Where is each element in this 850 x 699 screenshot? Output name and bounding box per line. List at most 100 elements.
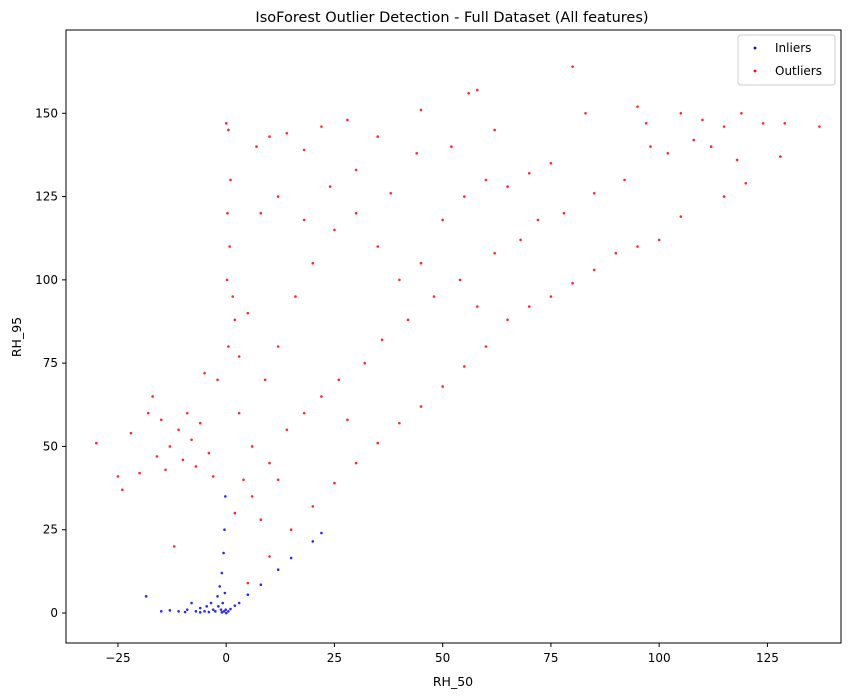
point-inliers xyxy=(320,531,323,535)
point-inliers xyxy=(216,595,219,598)
point-inliers xyxy=(259,583,263,586)
point-outliers xyxy=(484,178,488,182)
point-outliers xyxy=(229,178,232,182)
point-outliers xyxy=(259,211,263,215)
point-outliers xyxy=(493,128,496,132)
point-outliers xyxy=(246,581,250,585)
point-outliers xyxy=(227,128,230,132)
point-outliers xyxy=(263,378,267,382)
point-inliers xyxy=(207,610,211,614)
point-outliers xyxy=(527,171,531,175)
point-inliers xyxy=(224,495,227,498)
point-outliers xyxy=(164,468,167,472)
point-outliers xyxy=(592,191,596,195)
point-inliers xyxy=(217,605,220,608)
point-outliers xyxy=(250,495,254,498)
legend-marker-inliers xyxy=(753,46,757,50)
point-outliers xyxy=(246,311,250,315)
point-outliers xyxy=(268,135,271,138)
point-inliers xyxy=(223,528,226,532)
point-outliers xyxy=(406,318,410,322)
x-axis-label: RH_50 xyxy=(433,674,473,689)
point-inliers xyxy=(144,595,148,598)
point-outliers xyxy=(333,481,336,485)
x-tick-label: 100 xyxy=(648,651,671,665)
point-outliers xyxy=(228,245,231,248)
point-outliers xyxy=(463,195,466,198)
point-inliers xyxy=(220,611,224,614)
point-inliers xyxy=(222,610,226,613)
y-tick-label: 0 xyxy=(50,606,58,620)
point-inliers xyxy=(221,601,225,605)
point-inliers xyxy=(198,611,202,614)
legend-label-outliers: Outliers xyxy=(775,64,822,78)
point-outliers xyxy=(337,378,341,382)
point-outliers xyxy=(432,295,436,298)
legend-marker-outliers xyxy=(753,69,757,73)
point-outliers xyxy=(203,371,206,375)
point-outliers xyxy=(95,441,98,445)
point-outliers xyxy=(722,195,726,198)
point-inliers xyxy=(214,610,217,613)
point-outliers xyxy=(346,418,349,422)
point-outliers xyxy=(302,148,306,152)
point-outliers xyxy=(679,215,683,218)
point-inliers xyxy=(183,610,187,614)
point-outliers xyxy=(679,111,683,115)
point-outliers xyxy=(467,91,470,95)
point-outliers xyxy=(116,475,120,478)
point-outliers xyxy=(227,345,230,348)
point-outliers xyxy=(151,395,154,398)
point-inliers xyxy=(190,601,193,605)
point-outliers xyxy=(783,121,787,125)
x-tick-label: −25 xyxy=(105,651,130,665)
x-tick-label: 0 xyxy=(222,651,230,665)
point-outliers xyxy=(320,125,323,128)
point-outliers xyxy=(328,185,332,188)
point-outliers xyxy=(666,151,670,155)
point-outliers xyxy=(657,238,661,242)
point-outliers xyxy=(398,421,401,425)
point-outliers xyxy=(744,181,748,185)
point-outliers xyxy=(285,131,289,135)
point-outliers xyxy=(419,108,423,112)
point-outliers xyxy=(549,295,553,298)
point-outliers xyxy=(779,155,782,158)
point-outliers xyxy=(519,238,522,242)
point-outliers xyxy=(198,421,202,425)
point-outliers xyxy=(129,431,133,435)
point-inliers xyxy=(205,605,209,608)
point-inliers xyxy=(203,610,206,613)
point-outliers xyxy=(302,218,306,222)
point-outliers xyxy=(250,445,254,448)
point-outliers xyxy=(181,458,185,462)
point-outliers xyxy=(450,145,453,148)
point-outliers xyxy=(740,111,743,115)
point-inliers xyxy=(229,607,232,611)
point-outliers xyxy=(289,528,293,532)
point-outliers xyxy=(268,461,271,465)
point-outliers xyxy=(224,121,228,125)
point-outliers xyxy=(363,361,367,365)
y-tick-label: 125 xyxy=(35,190,58,204)
point-outliers xyxy=(476,305,479,308)
point-outliers xyxy=(709,145,713,148)
point-outliers xyxy=(311,261,315,265)
y-tick-label: 25 xyxy=(43,523,58,537)
point-outliers xyxy=(380,338,384,342)
point-outliers xyxy=(190,438,193,442)
point-outliers xyxy=(419,261,423,265)
point-outliers xyxy=(493,251,496,255)
point-outliers xyxy=(259,518,263,522)
point-outliers xyxy=(138,471,141,475)
point-outliers xyxy=(636,105,639,108)
point-outliers xyxy=(346,118,349,122)
y-axis-label: RH_95 xyxy=(9,317,24,357)
point-inliers xyxy=(168,609,172,612)
point-outliers xyxy=(242,478,245,482)
point-outliers xyxy=(818,125,821,128)
point-outliers xyxy=(722,125,726,128)
point-outliers xyxy=(623,178,626,182)
